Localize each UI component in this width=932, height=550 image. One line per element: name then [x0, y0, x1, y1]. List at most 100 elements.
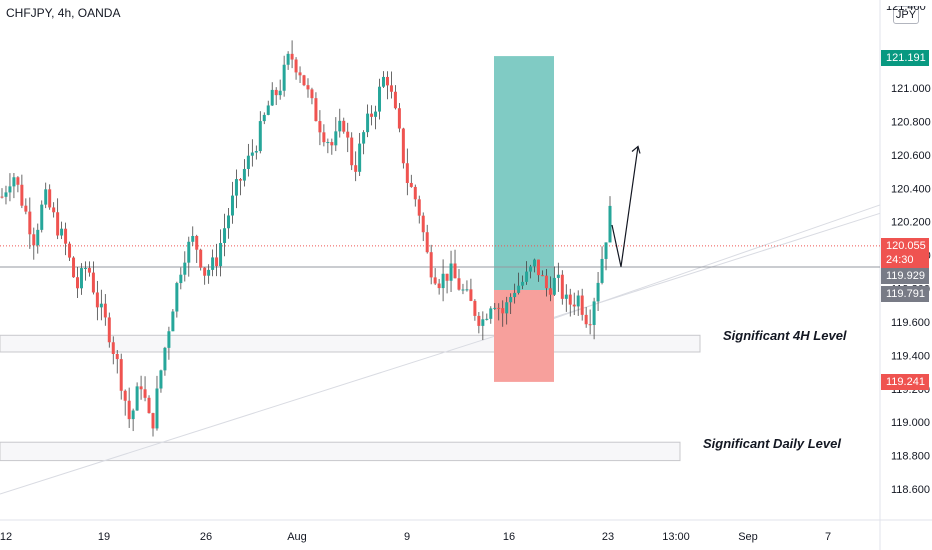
candle-body — [83, 267, 87, 269]
candle-body — [370, 113, 374, 117]
candle-body — [465, 289, 469, 291]
candle-body — [151, 413, 155, 429]
candle-body — [274, 89, 278, 96]
candle-body — [378, 86, 382, 112]
candle-body — [493, 307, 497, 309]
candle-body — [290, 53, 294, 60]
candle-body — [16, 177, 20, 185]
candle-body — [433, 277, 437, 284]
candle-body — [588, 324, 592, 326]
candle-body — [568, 294, 572, 305]
symbol-label[interactable]: CHFJPY, 4h, OANDA — [6, 6, 121, 20]
candle-body — [32, 234, 36, 246]
candle-body — [242, 168, 246, 181]
candle-body — [294, 59, 298, 73]
y-tick-label: 120.400 — [891, 183, 931, 195]
y-tick-label: 119.600 — [891, 317, 930, 329]
x-tick-label: 7 — [825, 531, 831, 543]
target-zone — [494, 56, 554, 291]
entry-price-tag-b: 119.791 — [881, 286, 929, 302]
candle-body — [219, 242, 223, 267]
currency-button[interactable]: JPY — [893, 6, 919, 24]
candle-body — [60, 228, 64, 236]
candle-body — [505, 302, 509, 314]
candle-body — [449, 263, 453, 281]
candle-body — [346, 131, 350, 138]
candle-body — [393, 91, 397, 109]
candle-body — [159, 370, 163, 389]
x-tick-label: 23 — [602, 531, 614, 543]
x-tick-label: 19 — [98, 531, 110, 543]
candle-body — [203, 267, 207, 276]
candle-body — [183, 262, 187, 275]
candle-body — [532, 259, 536, 267]
candle-body — [529, 266, 533, 272]
candle-body — [381, 76, 385, 87]
candle-body — [489, 308, 493, 319]
candle-body — [282, 64, 286, 91]
candle-body — [544, 275, 548, 289]
y-tick-label: 119.000 — [891, 417, 930, 429]
candle-body — [131, 410, 135, 420]
candle-body — [564, 294, 568, 299]
candle-body — [509, 297, 513, 303]
x-tick-label: 13:00 — [662, 531, 690, 543]
candle-body — [501, 308, 505, 314]
candle-body — [608, 205, 612, 243]
candle-body — [421, 215, 425, 233]
candle-body — [338, 120, 342, 132]
candle-body — [326, 142, 330, 144]
candle-body — [79, 268, 83, 289]
projection-arrow — [611, 146, 639, 267]
candle-body — [171, 311, 175, 332]
candle-body — [135, 386, 139, 411]
candle-body — [0, 196, 4, 198]
candle-body — [397, 108, 401, 129]
target-price-tag: 121.191 — [881, 50, 929, 66]
candle-body — [358, 143, 362, 172]
candle-body — [44, 189, 48, 205]
candle-body — [270, 89, 274, 106]
y-tick-label: 120.200 — [891, 217, 931, 229]
candle-body — [350, 137, 354, 166]
candle-body — [207, 269, 211, 276]
candle-body — [155, 388, 159, 429]
candle-body — [147, 397, 151, 414]
candle-body — [87, 267, 91, 273]
current-price: 120.055 — [886, 240, 926, 252]
level-4h-annotation[interactable]: Significant 4H Level — [723, 328, 847, 343]
candle-body — [540, 275, 544, 277]
trendline-lower — [0, 212, 881, 495]
candle-body — [28, 211, 32, 235]
candle-body — [330, 142, 334, 146]
candle-body — [36, 229, 40, 246]
candle-body — [560, 274, 564, 299]
candle-body — [354, 165, 358, 172]
candle-body — [211, 257, 215, 270]
candle-body — [127, 400, 131, 420]
candle-body — [596, 282, 600, 302]
candle-body — [580, 295, 584, 315]
candle-body — [481, 319, 485, 326]
candle-body — [374, 111, 378, 117]
candle-body — [52, 207, 56, 213]
candle-body — [485, 318, 489, 320]
x-tick-label: Aug — [287, 531, 307, 543]
candle-body — [417, 199, 421, 216]
level-daily-annotation[interactable]: Significant Daily Level — [703, 436, 841, 451]
candle-body — [362, 132, 366, 144]
y-tick-label: 118.800 — [891, 451, 930, 463]
candle-body — [592, 301, 596, 325]
candle-body — [473, 300, 477, 316]
candle-body — [401, 128, 405, 164]
candle-body — [179, 274, 183, 284]
entry-price-tag-a: 119.929 — [881, 268, 929, 284]
candle-body — [12, 177, 16, 187]
current-price-tag: 120.055 24:30 — [881, 238, 929, 268]
candle-body — [385, 76, 389, 86]
candle-body — [258, 121, 262, 152]
candle-body — [314, 98, 318, 122]
candle-body — [95, 292, 99, 308]
candle-body — [405, 163, 409, 183]
